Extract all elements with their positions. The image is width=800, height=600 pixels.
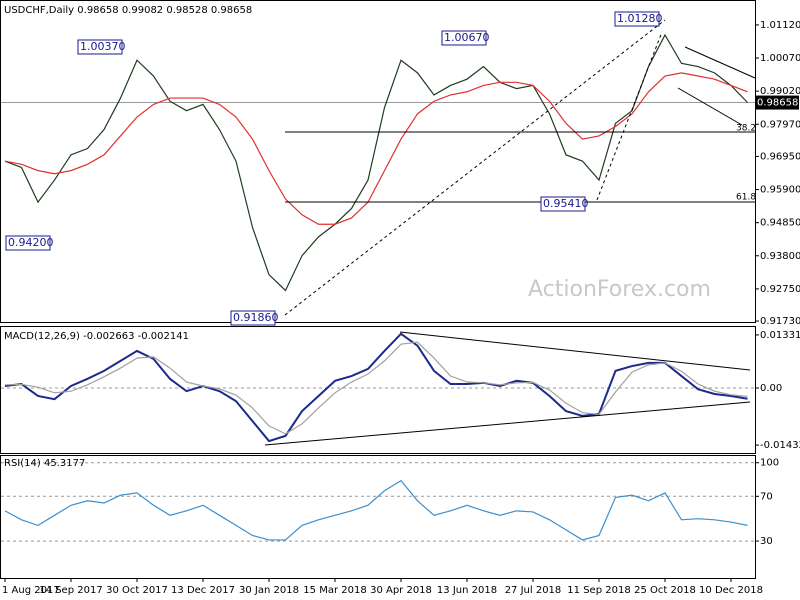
annotation-label: 0.94200: [8, 236, 54, 249]
x-tick-label: 13 Dec 2017: [171, 585, 235, 596]
trend-line: [284, 19, 666, 316]
rsi-title: RSI(14) 45.3177: [4, 458, 85, 469]
y-tick-label: 1.01120: [760, 20, 800, 31]
series-line: [4, 479, 748, 541]
price-panel: [0, 0, 756, 323]
price-annotation: 0.94200: [5, 235, 54, 251]
trend-line: [596, 31, 663, 201]
annotation-label: 0.95410: [543, 197, 589, 210]
x-tick-label: 13 Jun 2018: [437, 585, 497, 596]
macd-trend-line: [399, 331, 751, 371]
rsi-panel: [0, 455, 756, 579]
price-annotation: 1.01280: [614, 11, 663, 27]
series-line: [4, 72, 748, 225]
annotation-label: 1.00670: [444, 31, 490, 44]
price-annotation: 0.91860: [230, 310, 279, 326]
watermark: ActionForex.com: [528, 277, 711, 302]
channel-line: [684, 46, 756, 79]
y-tick-label: 0.96950: [760, 151, 800, 162]
x-tick-label: 1 Aug 2017: [2, 585, 60, 596]
y-tick-label: -0.014323: [760, 440, 800, 451]
y-tick-label: 0.013319: [760, 330, 800, 341]
x-tick-label: 30 Oct 2017: [106, 585, 168, 596]
y-tick-label: 0.97970: [760, 119, 800, 130]
price-annotation: 1.00370: [77, 39, 126, 55]
y-tick-label: 0.00: [760, 383, 782, 394]
y-tick-label: 0.99020: [760, 86, 800, 97]
y-tick-label: 1.00070: [760, 53, 800, 64]
chart-title: USDCHF,Daily 0.98658 0.99082 0.98528 0.9…: [4, 5, 252, 16]
annotation-label: 1.00370: [80, 40, 126, 53]
macd-title: MACD(12,26,9) -0.002663 -0.002141: [4, 331, 189, 342]
x-tick-label: 30 Jan 2018: [239, 585, 299, 596]
macd-trend-line: [264, 401, 751, 446]
x-tick-label: 14 Sep 2017: [39, 585, 102, 596]
fib-label: 38.2: [736, 124, 756, 134]
channel-line: [677, 87, 743, 126]
annotation-label: 1.01280: [617, 12, 663, 25]
series-line: [4, 332, 748, 443]
y-tick-label: 100: [760, 458, 779, 469]
y-tick-label: 0.94850: [760, 218, 800, 229]
y-tick-label: 30: [760, 536, 773, 547]
x-tick-label: 10 Dec 2018: [699, 585, 763, 596]
series-line: [4, 341, 748, 435]
macd-panel: [0, 326, 756, 454]
price-annotation: 1.00670: [441, 30, 490, 46]
annotation-label: 0.91860: [233, 311, 279, 324]
x-tick-label: 11 Sep 2018: [567, 585, 630, 596]
x-tick-label: 30 Apr 2018: [370, 585, 432, 596]
x-tick-label: 25 Oct 2018: [634, 585, 696, 596]
x-tick-label: 27 Jul 2018: [505, 585, 562, 596]
y-tick-label: 0.93800: [760, 251, 800, 262]
fib-label: 61.8: [736, 193, 756, 203]
y-tick-label: 0.95900: [760, 185, 800, 196]
last-price-label: 0.98658: [757, 98, 798, 109]
y-tick-label: 0.91730: [760, 316, 800, 327]
x-tick-label: 15 Mar 2018: [303, 585, 366, 596]
y-tick-label: 70: [760, 491, 773, 502]
price-annotation: 0.95410: [540, 196, 589, 212]
last-price-box: [755, 95, 799, 110]
series-line: [4, 33, 748, 292]
y-tick-label: 0.92750: [760, 284, 800, 295]
